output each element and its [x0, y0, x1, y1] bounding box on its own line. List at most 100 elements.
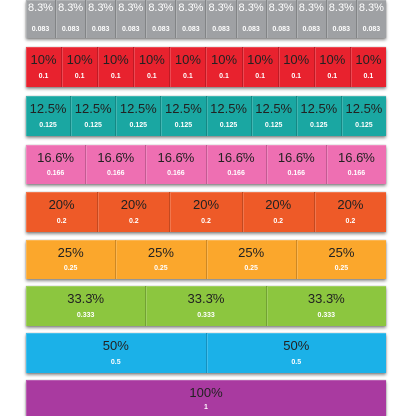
tile-decimal-label: 0.083 [272, 26, 290, 33]
fraction-tile[interactable]: 8.3̇% 0.083 [296, 0, 327, 38]
fraction-tile[interactable]: 8.3̇% 0.083 [56, 0, 87, 38]
fraction-tile[interactable]: 12.5% 0.125 [251, 96, 297, 136]
tile-percent-label: 33.3̇% [67, 291, 105, 306]
fraction-tile[interactable]: 12.5% 0.125 [341, 96, 386, 136]
fraction-tile[interactable]: 8.3̇% 0.083 [356, 0, 386, 38]
tile-percent-label: 8.3̇% [328, 2, 354, 14]
fraction-tile[interactable]: 100% 1 [26, 380, 386, 416]
strip-tenths: 10% 0.1 10% 0.1 10% 0.1 10% 0.1 10% 0.1 10% 0.1 10% 0… [26, 47, 386, 87]
tile-percent-label: 50% [283, 338, 310, 353]
fraction-tile[interactable]: 16.6̇% 0.166 [266, 145, 327, 184]
fraction-tile[interactable]: 10% 0.1 [314, 47, 351, 87]
fraction-tile[interactable]: 16.6̇% 0.166 [146, 145, 207, 184]
fraction-tile[interactable]: 20% 0.2 [98, 192, 171, 232]
tile-decimal-label: 0.2 [56, 218, 67, 225]
tile-decimal-label: 0.25 [63, 265, 78, 272]
fraction-tile[interactable]: 25% 0.25 [116, 240, 207, 279]
tile-decimal-label: 0.1 [183, 73, 193, 80]
tile-percent-label: 10% [30, 52, 57, 67]
tile-percent-label: 16.6̇% [217, 150, 255, 165]
fraction-tile[interactable]: 20% 0.2 [314, 192, 387, 232]
fraction-tile[interactable]: 16.6̇% 0.166 [26, 145, 87, 184]
tile-percent-label: 12.5% [29, 101, 67, 116]
tile-percent-label: 20% [192, 197, 220, 212]
fraction-tile[interactable]: 12.5% 0.125 [116, 96, 162, 136]
fraction-tile[interactable]: 50% 0.5 [26, 333, 207, 373]
tile-percent-label: 20% [265, 197, 292, 212]
tile-decimal-label: 0.1 [74, 73, 85, 80]
fraction-tile[interactable]: 10% 0.1 [170, 47, 207, 87]
fraction-tile[interactable]: 10% 0.1 [206, 47, 243, 87]
strip-quarters: 25% 0.25 25% 0.25 25% 0.25 25% 0.25 [26, 240, 386, 279]
tile-decimal-label: 0.1 [146, 73, 157, 80]
fraction-tile[interactable]: 8.3̇% 0.083 [146, 0, 177, 38]
fraction-tile[interactable]: 50% 0.5 [206, 333, 386, 373]
fraction-tile[interactable]: 10% 0.1 [98, 47, 135, 87]
tile-percent-label: 8.3̇% [208, 2, 234, 14]
tile-percent-label: 25% [57, 245, 84, 260]
tile-percent-label: 12.5% [300, 101, 338, 116]
fraction-tile[interactable]: 8.3̇% 0.083 [326, 0, 357, 38]
fraction-tile[interactable]: 12.5% 0.125 [161, 96, 207, 136]
fraction-tile[interactable]: 10% 0.1 [62, 47, 99, 87]
fraction-tile[interactable]: 33.3̇% 0.333 [26, 286, 147, 326]
tile-percent-label: 33.3̇% [307, 291, 345, 306]
tile-percent-label: 12.5% [210, 101, 247, 116]
tile-decimal-label: 0.1 [327, 73, 338, 80]
fraction-tile[interactable]: 16.6̇% 0.166 [326, 145, 387, 184]
fraction-tile[interactable]: 20% 0.2 [26, 192, 99, 232]
tile-percent-label: 8.3̇% [298, 2, 324, 14]
fraction-tile[interactable]: 20% 0.2 [242, 192, 315, 232]
tile-decimal-label: 0.5 [291, 359, 302, 366]
fraction-tile[interactable]: 10% 0.1 [26, 47, 63, 87]
fraction-tile[interactable]: 8.3̇% 0.083 [26, 0, 57, 38]
tile-percent-label: 100% [189, 385, 223, 400]
tile-percent-label: 8.3̇% [178, 2, 204, 14]
fraction-tile[interactable]: 16.6̇% 0.166 [86, 145, 147, 184]
tile-decimal-label: 0.083 [152, 26, 170, 33]
tile-decimal-label: 0.333 [317, 312, 336, 319]
tile-decimal-label: 0.083 [61, 26, 80, 33]
tile-decimal-label: 0.166 [227, 170, 245, 177]
strip-twelfths: 8.3̇% 0.083 8.3̇% 0.083 8.3̇% 0.083 8.3̇% 0.083… [26, 0, 386, 38]
tile-percent-label: 20% [48, 197, 75, 212]
fraction-tile[interactable]: 8.3̇% 0.083 [266, 0, 297, 38]
tile-decimal-label: 0.083 [302, 26, 320, 33]
tile-percent-label: 10% [102, 52, 129, 67]
tile-decimal-label: 0.1 [219, 73, 229, 80]
fraction-tile[interactable]: 8.3̇% 0.083 [176, 0, 207, 38]
fraction-tile[interactable]: 12.5% 0.125 [26, 96, 72, 136]
tile-decimal-label: 0.083 [91, 26, 110, 33]
fraction-tile[interactable]: 10% 0.1 [242, 47, 279, 87]
fraction-tile[interactable]: 25% 0.25 [206, 240, 297, 279]
tile-decimal-label: 0.1 [291, 73, 302, 80]
fraction-tile[interactable]: 25% 0.25 [26, 240, 117, 279]
tile-percent-label: 10% [174, 52, 201, 67]
tile-percent-label: 25% [238, 245, 265, 260]
tile-percent-label: 25% [147, 245, 174, 260]
fraction-tile[interactable]: 12.5% 0.125 [71, 96, 117, 136]
strip-fifths: 20% 0.2 20% 0.2 20% 0.2 20% 0.2 20% 0.2 [26, 192, 387, 232]
tile-decimal-label: 0.2 [345, 218, 356, 225]
tile-decimal-label: 0.083 [332, 26, 351, 33]
fraction-tile[interactable]: 8.3̇% 0.083 [86, 0, 117, 38]
fraction-tile[interactable]: 10% 0.1 [134, 47, 171, 87]
fraction-tile[interactable]: 10% 0.1 [278, 47, 315, 87]
fraction-tile[interactable]: 16.6̇% 0.166 [206, 145, 267, 184]
tile-decimal-label: 0.166 [347, 170, 366, 177]
fraction-tile[interactable]: 25% 0.25 [296, 240, 386, 279]
fraction-tile[interactable]: 20% 0.2 [170, 192, 243, 232]
fraction-tile[interactable]: 33.3̇% 0.333 [146, 286, 267, 326]
fraction-tile[interactable]: 12.5% 0.125 [296, 96, 342, 136]
fraction-tile[interactable]: 8.3̇% 0.083 [206, 0, 237, 38]
tile-percent-label: 10% [319, 52, 346, 67]
fraction-tile[interactable]: 33.3̇% 0.333 [266, 286, 386, 326]
fraction-tile[interactable]: 12.5% 0.125 [206, 96, 252, 136]
tile-percent-label: 8.3̇% [88, 2, 114, 14]
tile-percent-label: 12.5% [345, 101, 383, 116]
strip-eighths: 12.5% 0.125 12.5% 0.125 12.5% 0.125 12.5% 0.125… [26, 96, 386, 136]
fraction-tile[interactable]: 8.3̇% 0.083 [116, 0, 147, 38]
fraction-tile[interactable]: 10% 0.1 [350, 47, 386, 87]
fraction-tile[interactable]: 8.3̇% 0.083 [236, 0, 267, 38]
